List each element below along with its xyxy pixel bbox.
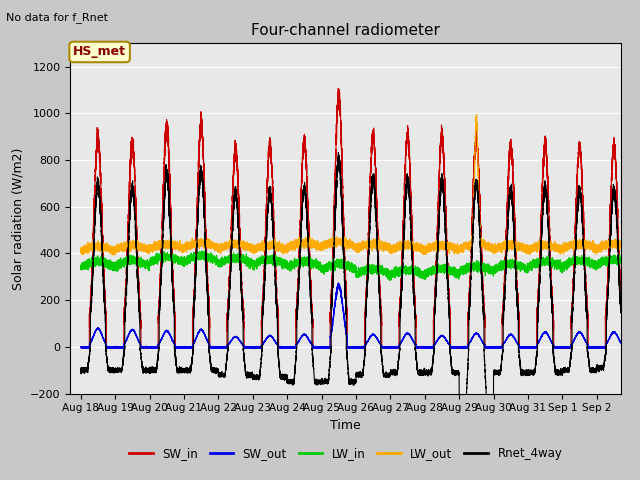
Text: HS_met: HS_met bbox=[73, 46, 126, 59]
Line: LW_in: LW_in bbox=[81, 251, 631, 280]
SW_out bbox=[529, 345, 536, 350]
Line: SW_out: SW_out bbox=[81, 283, 631, 349]
SW_in bbox=[515, 314, 523, 320]
SW_in bbox=[566, 345, 573, 350]
Rnet_4way bbox=[515, 351, 523, 357]
LW_out bbox=[627, 248, 635, 253]
LW_in bbox=[131, 259, 139, 264]
SW_out bbox=[605, 336, 613, 342]
LW_out bbox=[472, 112, 480, 118]
SW_in bbox=[216, 344, 224, 350]
LW_in bbox=[529, 262, 536, 268]
LW_in bbox=[216, 262, 224, 268]
SW_out bbox=[77, 345, 84, 350]
SW_out bbox=[216, 345, 224, 350]
LW_in bbox=[566, 260, 573, 266]
Y-axis label: Solar radiation (W/m2): Solar radiation (W/m2) bbox=[12, 147, 24, 289]
SW_out bbox=[566, 345, 573, 350]
Rnet_4way bbox=[77, 368, 84, 374]
Rnet_4way bbox=[529, 368, 536, 374]
Title: Four-channel radiometer: Four-channel radiometer bbox=[251, 23, 440, 38]
SW_out bbox=[335, 280, 342, 286]
LW_out bbox=[515, 242, 523, 248]
SW_out bbox=[131, 330, 139, 336]
SW_out bbox=[627, 345, 635, 351]
LW_in bbox=[627, 260, 635, 265]
LW_in bbox=[198, 248, 205, 254]
SW_in bbox=[593, 346, 600, 351]
SW_in bbox=[605, 245, 613, 251]
Rnet_4way bbox=[335, 150, 342, 156]
LW_in bbox=[77, 264, 84, 269]
X-axis label: Time: Time bbox=[330, 419, 361, 432]
Rnet_4way bbox=[216, 373, 224, 379]
SW_out bbox=[250, 346, 258, 352]
LW_out bbox=[605, 243, 613, 249]
SW_out bbox=[515, 343, 523, 348]
LW_out bbox=[131, 242, 139, 248]
LW_out bbox=[566, 242, 573, 248]
Rnet_4way bbox=[605, 266, 613, 272]
Legend: SW_in, SW_out, LW_in, LW_out, Rnet_4way: SW_in, SW_out, LW_in, LW_out, Rnet_4way bbox=[124, 443, 567, 465]
LW_in bbox=[515, 264, 523, 270]
Rnet_4way bbox=[131, 219, 139, 225]
Line: Rnet_4way: Rnet_4way bbox=[81, 153, 631, 406]
LW_out bbox=[529, 243, 536, 249]
Text: No data for f_Rnet: No data for f_Rnet bbox=[6, 12, 108, 23]
LW_out bbox=[77, 249, 84, 254]
SW_in bbox=[627, 344, 635, 350]
LW_out bbox=[109, 252, 117, 258]
Line: LW_out: LW_out bbox=[81, 115, 631, 255]
Line: SW_in: SW_in bbox=[81, 88, 631, 348]
SW_in bbox=[529, 344, 536, 350]
SW_in bbox=[335, 85, 342, 91]
SW_in bbox=[131, 188, 139, 194]
SW_in bbox=[77, 344, 84, 350]
LW_in bbox=[386, 277, 394, 283]
Rnet_4way bbox=[462, 403, 470, 408]
Rnet_4way bbox=[627, 365, 635, 371]
LW_in bbox=[605, 259, 613, 264]
Rnet_4way bbox=[566, 364, 573, 370]
LW_out bbox=[216, 245, 224, 251]
